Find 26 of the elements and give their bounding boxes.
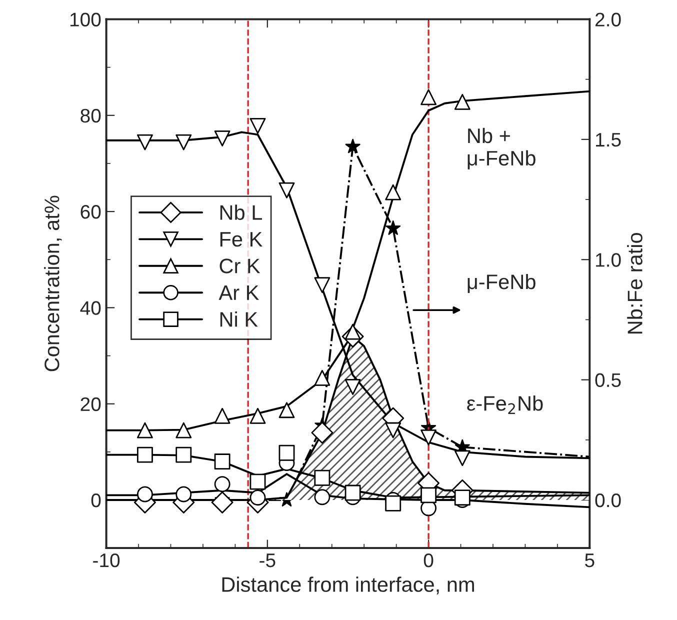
y-tick-label: 40 xyxy=(80,301,101,315)
y2-axis-title: Nb:Fe ratio xyxy=(627,232,642,334)
annotation: ε-Fe$_{2}$Nb xyxy=(467,395,543,414)
y-axis-title: Concentration, at% xyxy=(44,196,62,372)
y-tick-label: 100 xyxy=(70,12,101,26)
y-tick-label: 0 xyxy=(91,493,101,508)
y2-tick-label: 2.0 xyxy=(596,12,621,26)
y2-tick-label: 0.5 xyxy=(595,373,621,388)
legend-label: Fe K xyxy=(220,232,262,247)
legend-label: Ar K xyxy=(218,286,259,300)
y-tick-label: 20 xyxy=(80,397,101,412)
y2-tick-label: 1.5 xyxy=(596,133,621,147)
annotation: μ-FeNb xyxy=(468,274,536,294)
annotation: Nb + μ-FeNb xyxy=(468,128,536,170)
y-tick-label: 60 xyxy=(80,205,101,219)
x-tick-label: -5 xyxy=(260,554,276,568)
y2-tick-label: 1.0 xyxy=(596,253,621,267)
x-tick-label: -10 xyxy=(93,553,120,568)
x-tick-label: 5 xyxy=(585,554,594,568)
legend-label: Ni K xyxy=(220,312,258,327)
x-tick-label: 0 xyxy=(424,553,434,568)
legend-label: Cr K xyxy=(220,258,260,274)
x-axis-title: Distance from interface, nm xyxy=(222,576,474,594)
legend-label: Nb L xyxy=(220,204,262,220)
y-tick-label: 80 xyxy=(80,108,101,123)
y2-tick-label: 0.0 xyxy=(595,493,621,508)
